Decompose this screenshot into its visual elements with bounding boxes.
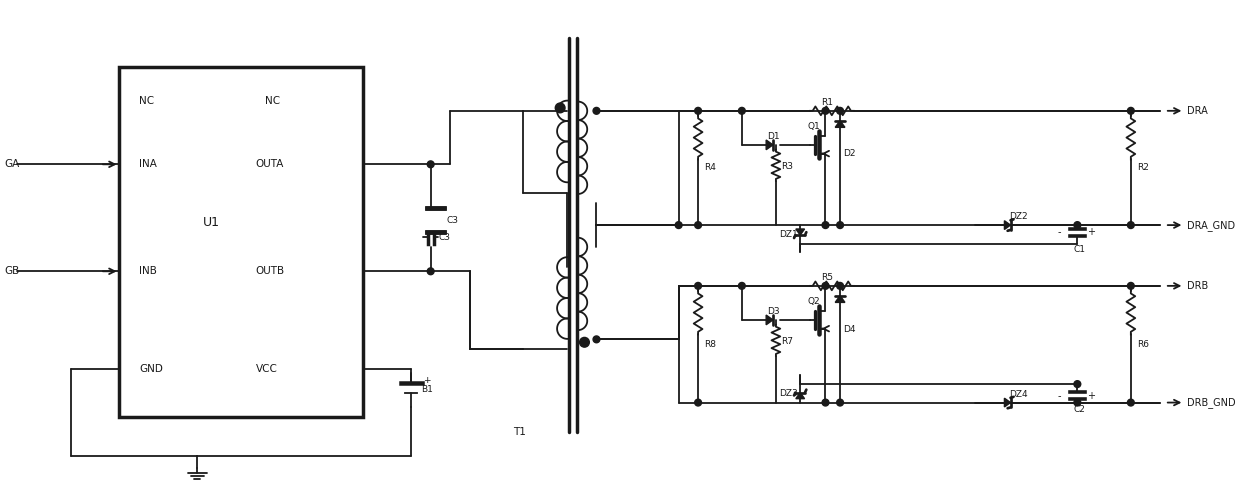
Circle shape — [837, 282, 843, 289]
Polygon shape — [1004, 221, 1011, 229]
Text: INB: INB — [139, 266, 156, 277]
Circle shape — [593, 336, 600, 343]
Text: +: + — [423, 376, 430, 385]
Text: R4: R4 — [704, 163, 715, 173]
Text: D3: D3 — [768, 307, 780, 316]
Text: DRB: DRB — [1187, 281, 1209, 291]
Text: R3: R3 — [781, 162, 792, 171]
Circle shape — [556, 103, 565, 113]
Circle shape — [1127, 399, 1135, 406]
Polygon shape — [836, 296, 844, 303]
Text: DZ3: DZ3 — [779, 389, 797, 399]
Text: DRA_GND: DRA_GND — [1187, 219, 1235, 231]
Text: B1: B1 — [420, 385, 433, 395]
Circle shape — [822, 222, 828, 228]
Circle shape — [822, 282, 828, 289]
Text: C2: C2 — [1074, 405, 1085, 414]
Text: NC: NC — [265, 96, 280, 106]
Circle shape — [837, 399, 843, 406]
Text: U1: U1 — [203, 216, 221, 229]
Circle shape — [1074, 399, 1081, 406]
Text: DZ4: DZ4 — [1009, 390, 1028, 399]
Circle shape — [694, 107, 702, 114]
Text: R7: R7 — [781, 337, 792, 346]
Circle shape — [428, 268, 434, 275]
Circle shape — [694, 222, 702, 228]
Text: R2: R2 — [1137, 163, 1148, 173]
Circle shape — [1074, 222, 1081, 228]
Text: DRB_GND: DRB_GND — [1187, 397, 1236, 408]
Text: INA: INA — [139, 159, 156, 169]
Circle shape — [1127, 107, 1135, 114]
Text: GA: GA — [5, 159, 20, 169]
Text: Q2: Q2 — [808, 298, 821, 307]
Bar — [119, 67, 362, 417]
Circle shape — [579, 338, 589, 347]
Text: GB: GB — [5, 266, 20, 277]
Text: DRA: DRA — [1187, 106, 1208, 116]
Circle shape — [1127, 282, 1135, 289]
Polygon shape — [796, 393, 805, 399]
Polygon shape — [1004, 398, 1011, 407]
Circle shape — [822, 107, 828, 114]
Text: C1: C1 — [1074, 245, 1085, 254]
Text: D4: D4 — [843, 325, 856, 334]
Polygon shape — [766, 315, 773, 325]
Circle shape — [1127, 222, 1135, 228]
Text: +: + — [1087, 227, 1095, 237]
Polygon shape — [424, 208, 448, 232]
Text: NC: NC — [139, 96, 154, 106]
Circle shape — [1074, 381, 1081, 388]
Circle shape — [694, 282, 702, 289]
Circle shape — [593, 107, 600, 114]
Text: DZ1: DZ1 — [779, 230, 797, 239]
Text: C3: C3 — [446, 215, 459, 225]
Text: -: - — [1058, 227, 1061, 237]
Text: T1: T1 — [513, 427, 526, 437]
Text: VCC: VCC — [255, 364, 278, 373]
Circle shape — [694, 399, 702, 406]
Text: D2: D2 — [843, 149, 856, 158]
Circle shape — [428, 161, 434, 168]
Text: Q1: Q1 — [808, 123, 821, 131]
Text: OUTB: OUTB — [255, 266, 285, 277]
Text: R8: R8 — [704, 339, 715, 349]
Text: R1: R1 — [822, 97, 833, 107]
Text: +: + — [1087, 391, 1095, 401]
Text: R5: R5 — [822, 273, 833, 281]
Text: D1: D1 — [768, 132, 780, 141]
Polygon shape — [766, 140, 773, 150]
Polygon shape — [796, 229, 805, 235]
Text: C3: C3 — [439, 233, 450, 242]
Circle shape — [739, 107, 745, 114]
Text: -: - — [1058, 391, 1061, 401]
Circle shape — [837, 107, 843, 114]
Circle shape — [837, 222, 843, 228]
Circle shape — [822, 399, 828, 406]
Text: DZ2: DZ2 — [1009, 213, 1028, 221]
Text: GND: GND — [139, 364, 162, 373]
Circle shape — [676, 222, 682, 228]
Polygon shape — [836, 121, 844, 127]
Circle shape — [739, 282, 745, 289]
Text: R6: R6 — [1137, 339, 1148, 349]
Text: OUTA: OUTA — [255, 159, 284, 169]
